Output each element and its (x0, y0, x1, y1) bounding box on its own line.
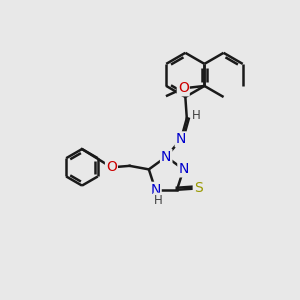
Text: S: S (194, 181, 203, 195)
Text: O: O (106, 160, 117, 174)
Text: O: O (178, 81, 189, 95)
Text: N: N (161, 150, 171, 164)
Text: H: H (154, 194, 163, 207)
Text: N: N (176, 132, 186, 146)
Text: H: H (192, 109, 201, 122)
Text: N: N (150, 183, 161, 197)
Text: N: N (178, 162, 189, 176)
